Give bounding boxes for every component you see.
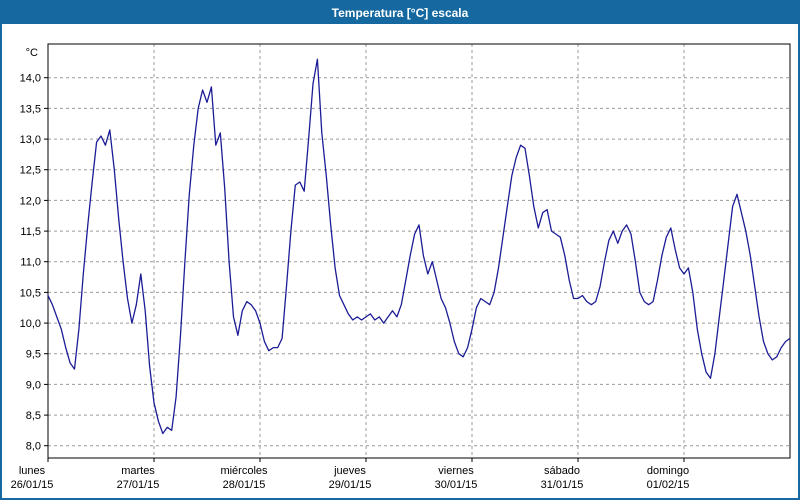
svg-text:12,0: 12,0 — [20, 195, 41, 207]
svg-text:10,0: 10,0 — [20, 318, 41, 330]
window-title-bar: Temperatura [°C] escala — [2, 2, 798, 24]
chart-area: 8,0 8,5 9,0 9,5 10,0 10,5 11,0 11,5 12,0 12,5 13,0… — [2, 24, 798, 498]
svg-text:11,0: 11,0 — [20, 257, 41, 269]
y-axis-labels: 8,0 8,5 9,0 9,5 10,0 10,5 11,0 11,5 12,0 12,5 13,0… — [20, 73, 48, 453]
y-axis-unit-label: °C — [26, 47, 38, 59]
svg-text:9,0: 9,0 — [26, 379, 41, 391]
day-name-label: jueves — [333, 465, 366, 477]
temperature-line — [47, 58, 791, 435]
day-date-label: 29/01/15 — [329, 479, 372, 491]
day-name-label: sábado — [544, 465, 580, 477]
day-name-label: lunes — [19, 465, 46, 477]
svg-text:9,5: 9,5 — [26, 349, 41, 361]
day-date-label: 01/02/15 — [647, 479, 690, 491]
gridlines — [48, 44, 790, 458]
day-date-label: 31/01/15 — [541, 479, 584, 491]
svg-text:8,0: 8,0 — [26, 441, 41, 453]
svg-text:8,5: 8,5 — [26, 410, 41, 422]
svg-text:10,5: 10,5 — [20, 287, 41, 299]
svg-text:12,5: 12,5 — [20, 165, 41, 177]
temperature-chart: 8,0 8,5 9,0 9,5 10,0 10,5 11,0 11,5 12,0 12,5 13,0… — [11, 43, 791, 491]
day-name-label: viernes — [438, 465, 474, 477]
day-name-label: miércoles — [220, 465, 268, 477]
day-date-label: 27/01/15 — [117, 479, 160, 491]
x-axis-labels: lunes 26/01/15 martes 27/01/15 miércoles 28/0… — [11, 458, 690, 491]
day-name-label: domingo — [647, 465, 689, 477]
svg-text:13,0: 13,0 — [20, 134, 41, 146]
day-name-label: martes — [121, 465, 155, 477]
day-date-label: 30/01/15 — [435, 479, 478, 491]
svg-text:14,0: 14,0 — [20, 73, 41, 85]
window-title: Temperatura [°C] escala — [331, 6, 469, 20]
svg-text:13,5: 13,5 — [20, 103, 41, 115]
day-date-label: 28/01/15 — [223, 479, 266, 491]
day-date-label: 26/01/15 — [11, 479, 54, 491]
plot-frame — [47, 43, 791, 459]
svg-text:11,5: 11,5 — [20, 226, 41, 238]
